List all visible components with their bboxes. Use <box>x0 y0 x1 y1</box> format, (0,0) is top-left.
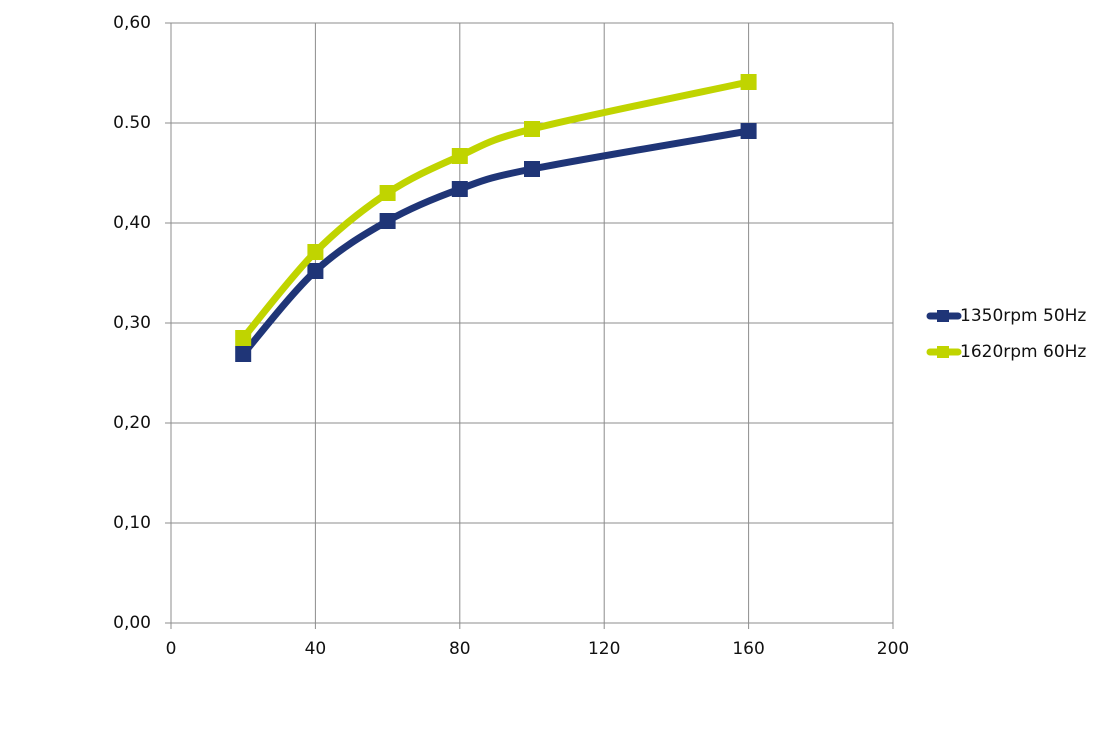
y-tick-label: 0,30 <box>113 313 151 333</box>
legend-marker <box>937 310 949 322</box>
series-line <box>240 78 750 341</box>
marker <box>235 330 252 346</box>
marker <box>740 123 757 139</box>
marker <box>307 263 324 279</box>
series-line <box>240 127 750 357</box>
marker <box>235 346 252 362</box>
marker <box>307 244 324 260</box>
marker <box>524 161 540 177</box>
y-tick-label: 0,00 <box>113 613 151 633</box>
x-tick-label: 0 <box>166 639 177 659</box>
marker <box>524 121 540 137</box>
x-tick-label: 40 <box>305 639 327 659</box>
legend-label: 1620rpm 60Hz <box>960 342 1086 362</box>
x-tick-label: 160 <box>732 639 764 659</box>
y-tick-label: 0,60 <box>113 13 151 33</box>
legend-marker <box>937 346 949 358</box>
x-tick-label: 200 <box>877 639 909 659</box>
x-tick-label: 80 <box>449 639 471 659</box>
y-tick-label: 0.50 <box>113 113 151 133</box>
y-tick-label: 0,40 <box>113 213 151 233</box>
marker <box>451 181 468 197</box>
x-tick-label: 120 <box>588 639 620 659</box>
marker <box>379 185 396 201</box>
y-tick-label: 0,20 <box>113 413 151 433</box>
marker <box>451 148 468 164</box>
marker <box>379 213 396 229</box>
y-tick-label: 0,10 <box>113 513 151 533</box>
legend-label: 1350rpm 50Hz <box>960 306 1086 326</box>
marker <box>740 74 757 90</box>
